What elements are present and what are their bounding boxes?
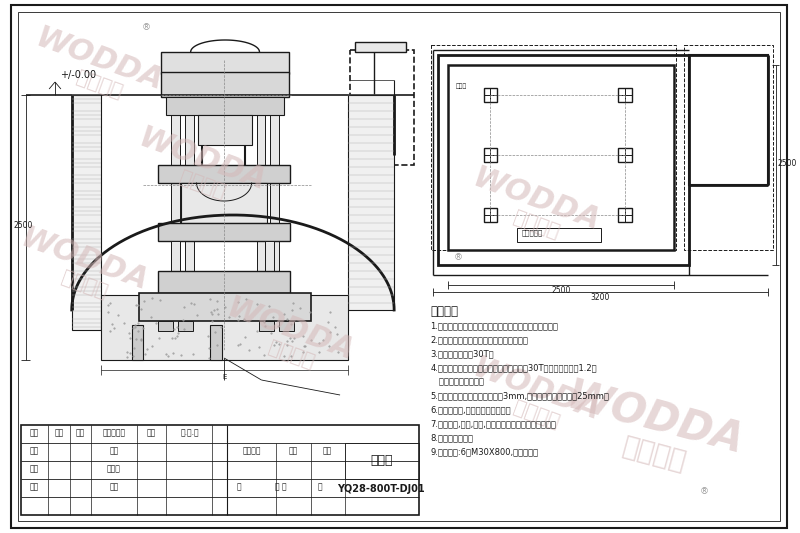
Text: 3.基础承受静载约30T。: 3.基础承受静载约30T。 — [430, 349, 494, 358]
Bar — [483, 148, 498, 162]
Text: 沃达重工: 沃达重工 — [511, 398, 562, 432]
Text: WODDA: WODDA — [31, 23, 167, 96]
Bar — [517, 228, 601, 242]
Bar — [618, 208, 632, 222]
Text: 计基础的承载能力。: 计基础的承载能力。 — [430, 377, 483, 386]
Bar — [178, 321, 193, 331]
Text: WODDA: WODDA — [469, 164, 605, 237]
Text: 沃达重工: 沃达重工 — [74, 68, 125, 102]
Text: WODDA: WODDA — [17, 223, 152, 296]
Bar — [355, 42, 406, 52]
Bar — [430, 45, 676, 250]
Bar — [448, 65, 674, 250]
Bar — [138, 293, 310, 321]
Bar — [350, 50, 414, 165]
Text: WODDA: WODDA — [469, 353, 605, 426]
Text: ®: ® — [699, 488, 708, 497]
Bar — [345, 443, 418, 479]
Text: 标记: 标记 — [30, 429, 39, 438]
Text: +/-0.00: +/-0.00 — [60, 70, 96, 80]
Bar — [102, 295, 348, 360]
Text: 处数: 处数 — [54, 429, 63, 438]
Bar — [158, 165, 290, 183]
Text: 2500: 2500 — [14, 221, 34, 230]
Bar — [483, 208, 498, 222]
Text: 分区: 分区 — [76, 429, 85, 438]
Bar — [198, 115, 252, 145]
Text: 审核: 审核 — [30, 482, 39, 491]
Text: 段段标记: 段段标记 — [242, 447, 261, 456]
Text: 9.地脚螺栓:6支M30X800,用户自备。: 9.地脚螺栓:6支M30X800,用户自备。 — [430, 447, 538, 456]
Bar — [185, 97, 194, 277]
Bar — [438, 55, 689, 265]
Bar — [689, 55, 768, 185]
Text: 标准化: 标准化 — [107, 464, 121, 473]
Bar — [158, 223, 290, 241]
Text: 批准: 批准 — [110, 482, 118, 491]
Text: 更改文件号: 更改文件号 — [102, 429, 126, 438]
Text: 1.本地基图仅作土建部门设计任务书，不作地基施工图。: 1.本地基图仅作土建部门设计任务书，不作地基施工图。 — [430, 321, 558, 330]
Text: 2500: 2500 — [778, 158, 797, 167]
Text: 沃达重工: 沃达重工 — [511, 208, 562, 243]
Text: 签名: 签名 — [146, 429, 156, 438]
Text: 7.主机地坑,照明,通风,防潮及排水设施用户自行考虑。: 7.主机地坑,照明,通风,防潮及排水设施用户自行考虑。 — [430, 419, 556, 428]
Text: 预留孔: 预留孔 — [456, 83, 467, 88]
Text: 制图: 制图 — [30, 464, 39, 473]
Bar — [161, 72, 289, 97]
Text: 比例: 比例 — [322, 447, 332, 456]
Text: E: E — [222, 374, 226, 380]
Bar — [483, 88, 498, 102]
Text: 地基图: 地基图 — [370, 455, 393, 467]
Text: 年.月.日: 年.月.日 — [180, 429, 199, 438]
Bar — [266, 241, 274, 271]
Text: 地脚螺栓孔: 地脚螺栓孔 — [522, 229, 543, 236]
Bar — [158, 321, 173, 331]
Text: 共: 共 — [237, 482, 241, 491]
Text: WODDA: WODDA — [134, 124, 270, 197]
Text: 张: 张 — [318, 482, 322, 491]
Text: 8.操作位置如图。: 8.操作位置如图。 — [430, 433, 474, 442]
Bar — [161, 52, 289, 74]
Bar — [171, 241, 180, 271]
Text: 重量: 重量 — [288, 447, 298, 456]
Bar — [348, 95, 394, 310]
Text: 工艺: 工艺 — [110, 447, 118, 456]
Bar — [684, 45, 773, 250]
Bar — [171, 97, 180, 277]
Bar — [270, 97, 279, 277]
Text: ®: ® — [142, 23, 151, 33]
Bar — [618, 88, 632, 102]
Bar — [279, 321, 294, 331]
Text: 5.地基平面水平误差全长不大于3mm,预留孔位置误差不大于25mm。: 5.地基平面水平误差全长不大于3mm,预留孔位置误差不大于25mm。 — [430, 391, 610, 400]
Text: ®: ® — [454, 254, 462, 262]
Text: 张 第: 张 第 — [275, 482, 287, 491]
Text: 3200: 3200 — [591, 293, 610, 302]
Text: WODDA: WODDA — [223, 294, 358, 367]
Text: 技术要求: 技术要求 — [430, 305, 458, 318]
Text: 6.电器控制箱,电源线路现场布置。: 6.电器控制箱,电源线路现场布置。 — [430, 405, 511, 414]
Text: WODDA: WODDA — [561, 376, 748, 464]
Text: YQ28-800T-DJ01: YQ28-800T-DJ01 — [338, 484, 425, 494]
Bar — [210, 325, 222, 360]
Text: 设计: 设计 — [30, 447, 39, 456]
Text: 沃达重工: 沃达重工 — [266, 338, 317, 373]
Bar — [257, 97, 266, 277]
Text: 沃达重工: 沃达重工 — [620, 433, 690, 475]
Text: 4.请用户根据本地的地质情况，技术受静载30T动载系数不小于1.2设: 4.请用户根据本地的地质情况，技术受静载30T动载系数不小于1.2设 — [430, 363, 597, 372]
Bar — [181, 183, 267, 223]
Bar — [158, 271, 290, 293]
Text: 沃达重工: 沃达重工 — [59, 268, 110, 302]
Bar — [618, 148, 632, 162]
Bar — [132, 325, 143, 360]
Text: 沃达重工: 沃达重工 — [177, 168, 228, 203]
Bar — [259, 321, 274, 331]
Bar — [166, 97, 284, 115]
Bar — [72, 95, 102, 330]
Text: 2.本图仅供设计机器地基及机器安装参考。: 2.本图仅供设计机器地基及机器安装参考。 — [430, 335, 528, 344]
Bar — [21, 425, 418, 515]
Text: 2500: 2500 — [551, 286, 571, 295]
